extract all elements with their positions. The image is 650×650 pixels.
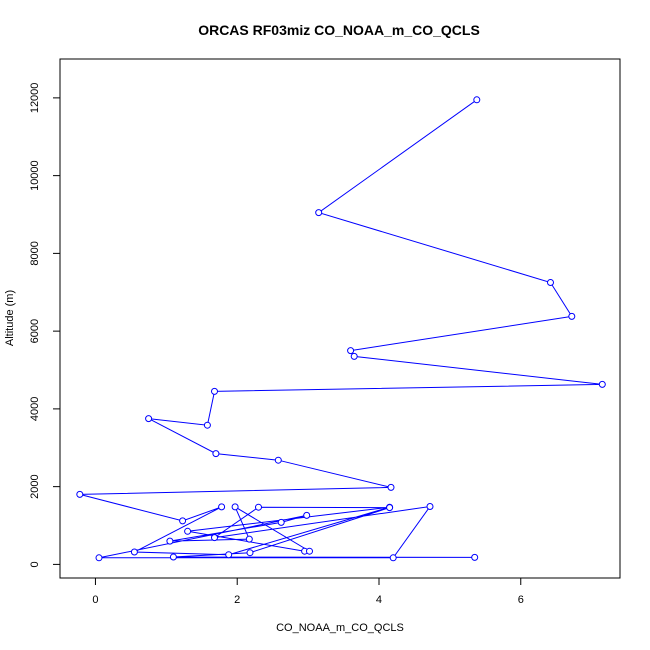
data-point (246, 549, 254, 557)
y-tick-label: 8000 (29, 241, 41, 265)
x-tick-label: 0 (92, 594, 98, 606)
plot-frame (59, 58, 621, 579)
data-point (179, 517, 187, 525)
y-tick-label: 10000 (29, 160, 41, 191)
data-point (211, 387, 218, 395)
y-tick-label: 0 (29, 561, 41, 567)
x-tick-label: 6 (518, 594, 524, 606)
data-point (277, 518, 285, 526)
data-point (166, 537, 174, 545)
y-axis: 0 2000 4000 6000 8000 10000 12000 (29, 83, 61, 567)
data-point (274, 456, 282, 464)
data-point (145, 415, 153, 423)
data-point (568, 312, 576, 320)
data-point (350, 352, 358, 360)
data-point (245, 535, 253, 543)
chart-title: ORCAS RF03miz CO_NOAA_m_CO_QCLS (198, 22, 480, 38)
x-axis-label: CO_NOAA_m_CO_QCLS (276, 622, 404, 634)
data-point (386, 504, 394, 512)
series-layer (76, 96, 606, 562)
data-point (389, 554, 397, 562)
x-axis: 0 2 4 6 (92, 577, 524, 606)
data-point (473, 96, 481, 104)
data-point (306, 547, 313, 555)
x-tick-label: 4 (376, 594, 382, 606)
data-point (76, 490, 84, 498)
data-point (347, 347, 355, 355)
series-line (79, 99, 603, 559)
data-point (130, 548, 138, 556)
data-point (387, 483, 395, 491)
data-point (231, 503, 239, 511)
data-point (169, 553, 177, 561)
data-point (547, 279, 554, 286)
x-tick-label: 2 (234, 594, 240, 606)
data-point (95, 554, 103, 562)
data-point (471, 553, 479, 561)
data-point (315, 209, 323, 217)
data-point (303, 511, 311, 519)
data-point (211, 534, 218, 542)
y-tick-label: 12000 (29, 83, 41, 114)
data-point (255, 503, 262, 511)
data-point (426, 503, 434, 510)
data-point (184, 527, 192, 535)
data-point (225, 551, 233, 559)
y-axis-label: Altitude (m) (4, 290, 16, 346)
y-tick-label: 4000 (29, 397, 41, 421)
data-point (212, 450, 220, 458)
data-point (598, 380, 606, 388)
y-tick-label: 2000 (29, 474, 41, 498)
data-point (203, 421, 211, 429)
data-point (218, 503, 226, 511)
y-tick-label: 6000 (29, 319, 41, 343)
